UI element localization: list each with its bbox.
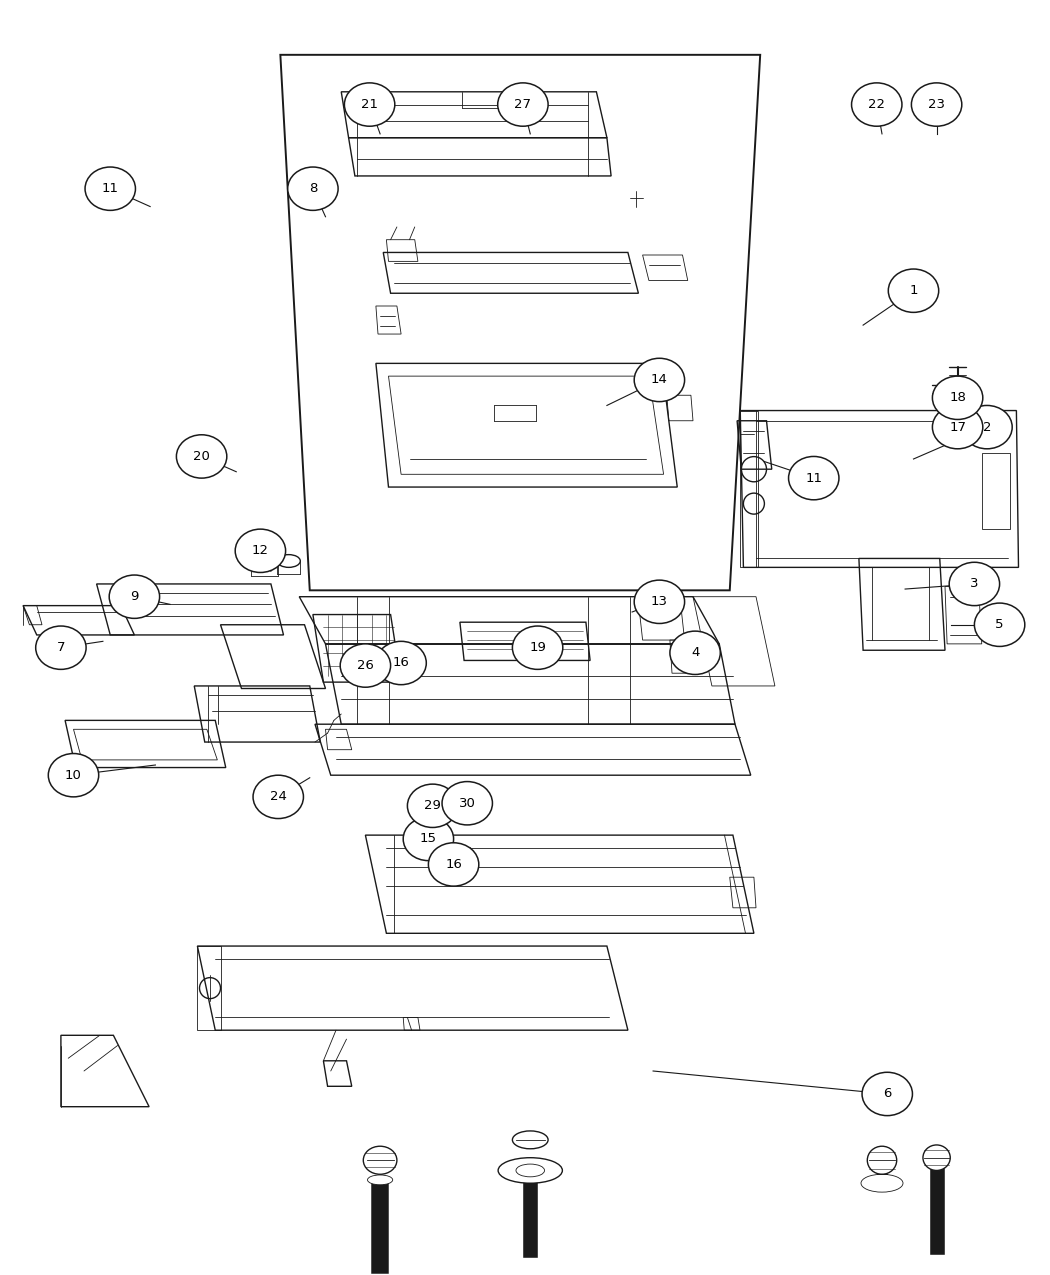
Text: 9: 9 [130,590,139,603]
Ellipse shape [407,784,458,827]
Text: 22: 22 [868,98,885,111]
Ellipse shape [403,817,454,861]
Text: 10: 10 [65,769,82,782]
Ellipse shape [428,843,479,886]
Ellipse shape [861,1174,903,1192]
Ellipse shape [253,775,303,819]
Text: 4: 4 [691,646,699,659]
Text: 20: 20 [193,450,210,463]
Text: 14: 14 [651,374,668,386]
Ellipse shape [862,1072,912,1116]
Ellipse shape [516,1164,545,1177]
Ellipse shape [363,1146,397,1174]
Ellipse shape [634,580,685,623]
Ellipse shape [852,83,902,126]
Ellipse shape [498,1158,563,1183]
Text: 17: 17 [949,421,966,434]
Text: 21: 21 [361,98,378,111]
Text: 3: 3 [970,578,979,590]
Text: 11: 11 [805,472,822,484]
Ellipse shape [498,83,548,126]
Ellipse shape [376,641,426,685]
Ellipse shape [789,456,839,500]
Text: 6: 6 [883,1088,891,1100]
Ellipse shape [235,529,286,572]
Ellipse shape [911,83,962,126]
Ellipse shape [932,405,983,449]
Ellipse shape [109,575,160,618]
Text: 23: 23 [928,98,945,111]
Text: 16: 16 [445,858,462,871]
Ellipse shape [867,1146,897,1174]
Text: 27: 27 [514,98,531,111]
Ellipse shape [344,83,395,126]
Ellipse shape [340,644,391,687]
Text: 15: 15 [420,833,437,845]
Text: 26: 26 [357,659,374,672]
Ellipse shape [888,269,939,312]
Text: 29: 29 [424,799,441,812]
Ellipse shape [48,754,99,797]
Ellipse shape [442,782,492,825]
Text: 16: 16 [393,657,410,669]
Ellipse shape [932,376,983,419]
Ellipse shape [923,1145,950,1170]
Text: 30: 30 [459,797,476,810]
Text: 7: 7 [57,641,65,654]
Text: 19: 19 [529,641,546,654]
Ellipse shape [634,358,685,402]
Ellipse shape [36,626,86,669]
Ellipse shape [962,405,1012,449]
Ellipse shape [368,1176,393,1184]
Text: 2: 2 [983,421,991,434]
Text: 1: 1 [909,284,918,297]
Ellipse shape [176,435,227,478]
Text: 18: 18 [949,391,966,404]
Ellipse shape [288,167,338,210]
Ellipse shape [949,562,1000,606]
Text: 13: 13 [651,595,668,608]
Text: 5: 5 [995,618,1004,631]
Ellipse shape [512,626,563,669]
Ellipse shape [670,631,720,674]
Text: 11: 11 [102,182,119,195]
Text: 8: 8 [309,182,317,195]
Ellipse shape [512,1131,548,1149]
Ellipse shape [85,167,135,210]
Text: 12: 12 [252,544,269,557]
Text: 24: 24 [270,790,287,803]
Ellipse shape [974,603,1025,646]
